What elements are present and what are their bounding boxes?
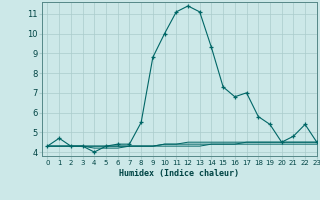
- X-axis label: Humidex (Indice chaleur): Humidex (Indice chaleur): [119, 169, 239, 178]
